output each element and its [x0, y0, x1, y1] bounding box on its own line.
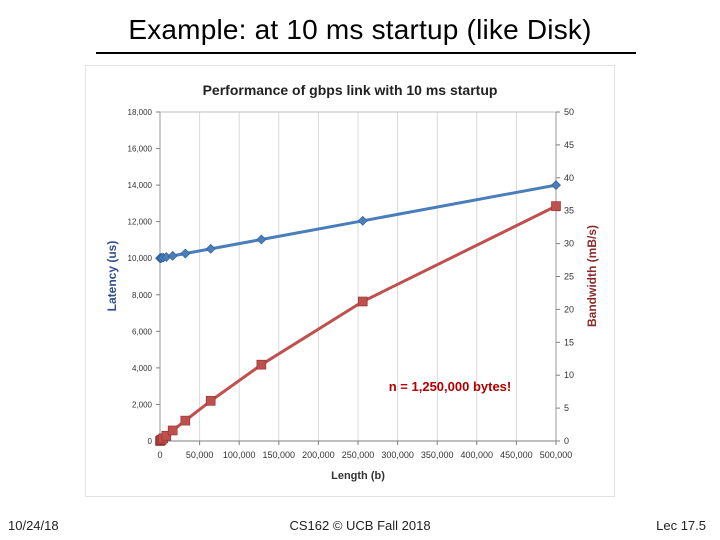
- axis-ticks: 0 50,000 100,000 150,000 200,000 250,000 300,0…: [128, 107, 574, 460]
- footer-lecture: Lec 17.5: [656, 518, 706, 533]
- y-tick-label: 10,000: [128, 254, 153, 263]
- y-tick-label: 14,000: [128, 181, 153, 190]
- footer-course: CS162 © UCB Fall 2018: [289, 518, 431, 533]
- y-tick-label: 16,000: [128, 145, 153, 154]
- x-tick-label: 450,000: [500, 450, 533, 460]
- x-axis-label: Length (b): [331, 470, 385, 482]
- y2-tick-label: 45: [564, 140, 574, 150]
- y-tick-label: 0: [148, 437, 153, 446]
- y-tick-label: 12,000: [128, 218, 153, 227]
- series-2-point: [167, 425, 178, 436]
- y-tick-label: 6,000: [132, 327, 153, 336]
- x-tick-label: 500,000: [540, 450, 573, 460]
- y2-tick-label: 20: [564, 304, 574, 314]
- series-2-point: [551, 201, 561, 211]
- series-2-point: [256, 359, 267, 370]
- footer-date: 10/24/18: [8, 518, 59, 533]
- chart-annotation: n = 1,250,000 bytes!: [389, 379, 512, 394]
- y-tick-label: 2,000: [132, 400, 153, 409]
- y2-tick-label: 10: [564, 370, 574, 380]
- y2-axis-label: Bandwidth (mB/s): [585, 225, 599, 327]
- y2-tick-label: 0: [564, 436, 569, 446]
- chart-panel: Performance of gbps link with 10 ms star…: [86, 66, 614, 496]
- y2-tick-label: 30: [564, 239, 574, 249]
- series-2-point: [205, 396, 216, 406]
- series-layer: [155, 180, 561, 446]
- series-2-point: [357, 296, 368, 307]
- y2-tick-label: 25: [564, 272, 574, 282]
- chart-title: Performance of gbps link with 10 ms star…: [203, 82, 498, 98]
- x-tick-label: 100,000: [223, 450, 256, 460]
- y-tick-label: 8,000: [132, 291, 153, 300]
- series-1-point: [167, 250, 178, 261]
- chart-grid: [199, 112, 517, 441]
- x-tick-label: 200,000: [302, 450, 335, 460]
- series-1-point: [205, 243, 216, 254]
- x-tick-label: 150,000: [263, 450, 296, 460]
- series-2-point: [180, 415, 191, 426]
- series-1-point: [357, 215, 368, 226]
- series-1-point: [180, 248, 191, 259]
- y-tick-label: 18,000: [128, 108, 153, 117]
- title-underline: [96, 52, 636, 54]
- x-tick-label: 50,000: [186, 450, 214, 460]
- x-tick-label: 400,000: [461, 450, 494, 460]
- x-tick-label: 0: [157, 450, 162, 460]
- y2-tick-label: 35: [564, 206, 574, 216]
- y2-tick-label: 15: [564, 337, 574, 347]
- x-tick-label: 300,000: [381, 450, 414, 460]
- series-2-point: [161, 430, 172, 441]
- x-tick-label: 350,000: [421, 450, 454, 460]
- series-1-point: [551, 180, 561, 191]
- x-tick-label: 250,000: [342, 450, 375, 460]
- y2-tick-label: 50: [564, 107, 574, 117]
- y-axis-label: Latency (us): [105, 241, 119, 312]
- y-tick-label: 4,000: [132, 364, 153, 373]
- slide-title: Example: at 10 ms startup (like Disk): [128, 14, 592, 45]
- y2-tick-label: 40: [564, 173, 574, 183]
- y2-tick-label: 5: [564, 403, 569, 413]
- chart-svg: Performance of gbps link with 10 ms star…: [105, 82, 599, 482]
- series-1-point: [256, 234, 267, 245]
